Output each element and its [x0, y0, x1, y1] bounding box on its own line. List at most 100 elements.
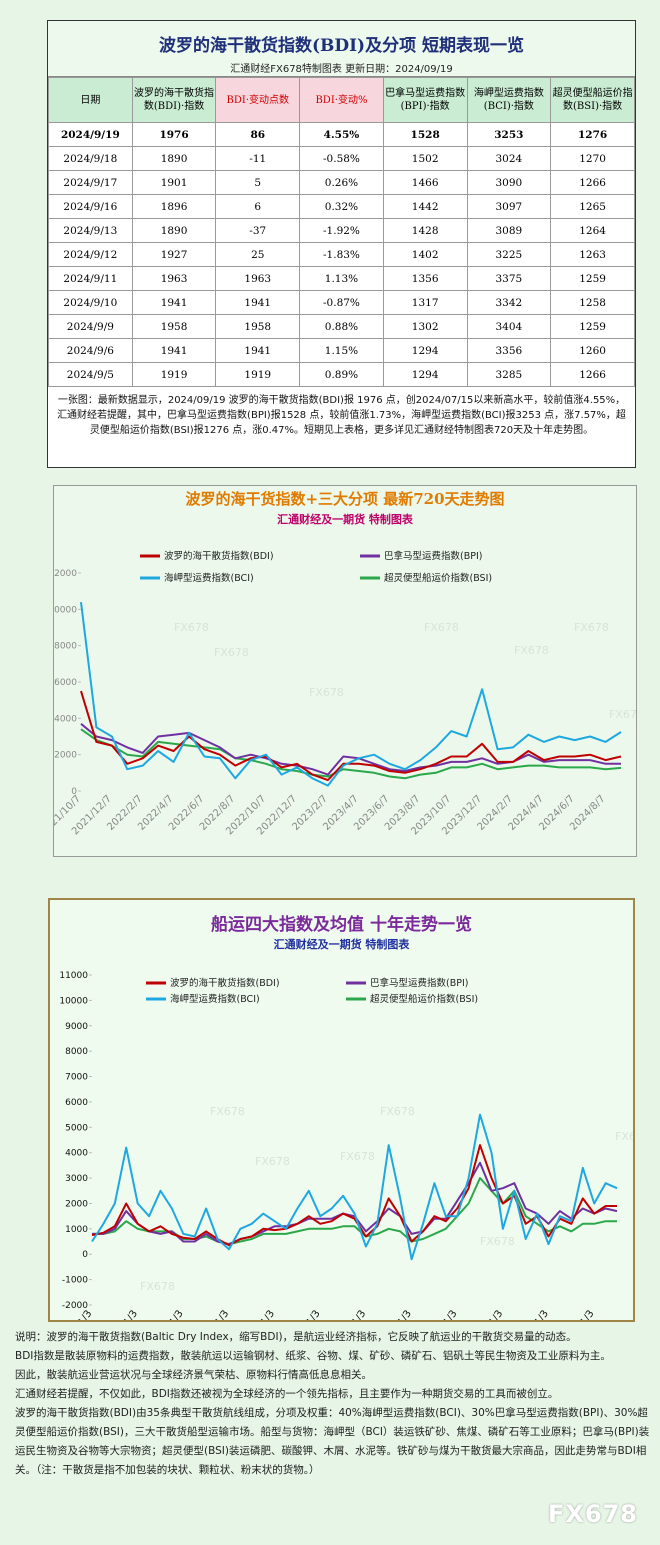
- x-tick-label: 2016/1/3: [197, 1308, 232, 1322]
- table-cell: 5: [215, 170, 301, 195]
- chart-subtitle: 汇通财经及一期货 特制图表: [277, 512, 414, 526]
- table-cell: 1259: [550, 314, 635, 339]
- table-row: 2024/9/6 1941 1941 1.15% 1294 3356 1260: [48, 338, 635, 363]
- table-row: 2024/9/5 1919 1919 0.89% 1294 3285 1266: [48, 362, 635, 387]
- y-tick-label: 8000: [54, 642, 77, 652]
- table-cell: 1976: [131, 122, 217, 147]
- table-cell: 0.89%: [299, 362, 384, 387]
- table-cell: 2024/9/9: [48, 314, 133, 339]
- table-cell: 1428: [382, 218, 468, 243]
- x-tick-label: 2022/1/3: [471, 1308, 506, 1322]
- x-tick-label: 2014/1/3: [105, 1308, 140, 1322]
- table-cell: 4.55%: [299, 122, 384, 147]
- table-cell: 1941: [215, 290, 301, 315]
- legend-label: 海岬型运费指数(BCI): [170, 993, 260, 1005]
- table-cell: 0.32%: [299, 194, 384, 219]
- table-cell: 1302: [382, 314, 468, 339]
- table-cell: 3285: [466, 362, 552, 387]
- watermark: FX678: [174, 621, 209, 634]
- table-cell: 2024/9/17: [48, 170, 133, 195]
- table-cell: 1260: [550, 338, 635, 363]
- series-line: [80, 728, 622, 780]
- note-paragraph: 波罗的海干散货指数(BDI)由35条典型干散货航线组成，分项及权重：40%海岬型…: [15, 1407, 650, 1476]
- table-cell: 1258: [550, 290, 635, 315]
- legend-label: 超灵便型船运价指数(BSI): [370, 993, 478, 1005]
- y-tick-label: 7000: [65, 1073, 88, 1083]
- table-cell: -1.83%: [299, 242, 384, 267]
- watermark: FX678: [574, 621, 609, 634]
- y-tick-label: 0: [71, 787, 77, 797]
- column-header: 巴拿马型运费指数(BPI)·指数: [382, 77, 468, 123]
- chart-720d: FX678 FX678 FX678 FX678 FX678 FX678 FX678 波罗的海干…: [53, 485, 637, 857]
- y-tick-label: 10000: [53, 605, 77, 615]
- table-row: 2024/9/13 1890 -37 -1.92% 1428 3089 1264: [48, 218, 635, 243]
- table-title: 波罗的海干散货指数(BDI)及分项 短期表现一览: [158, 36, 525, 56]
- watermark: FX678: [424, 621, 459, 634]
- y-tick-label: 0: [82, 1250, 88, 1260]
- y-tick-label: 11000: [59, 971, 88, 981]
- table-cell: 3356: [466, 338, 552, 363]
- table-cell: -37: [215, 218, 301, 243]
- legend-label: 海岬型运费指数(BCI): [164, 572, 254, 584]
- legend-label: 波罗的海干散货指数(BDI): [164, 550, 274, 562]
- watermark: FX678: [255, 1155, 290, 1168]
- table-cell: 1265: [550, 194, 635, 219]
- watermark: FX678: [309, 686, 344, 699]
- table-cell: 25: [215, 242, 301, 267]
- y-tick-label: 4000: [65, 1149, 88, 1159]
- table-cell: 1264: [550, 218, 635, 243]
- watermark: FX678: [140, 1280, 175, 1293]
- watermark: FX678: [210, 1105, 245, 1118]
- watermark: FX678: [615, 1130, 635, 1143]
- table-row: 2024/9/12 1927 25 -1.83% 1402 3225 1263: [48, 242, 635, 267]
- x-tick-label: 2020/1/3: [379, 1308, 414, 1322]
- legend-label: 巴拿马型运费指数(BPI): [384, 550, 482, 562]
- table-row: 2024/9/18 1890 -11 -0.58% 1502 3024 1270: [48, 146, 635, 171]
- chart-10y: FX678 FX678 FX678 FX678 FX678 FX678 FX678 船运四大指…: [48, 898, 635, 1322]
- note-paragraph: BDI指数是散装原物料的运费指数，散装航运以运输钢材、纸浆、谷物、煤、矿砂、磷矿…: [15, 1350, 611, 1362]
- table-cell: 1270: [550, 146, 635, 171]
- series-line: [91, 1144, 617, 1247]
- table-row: 2024/9/11 1963 1963 1.13% 1356 3375 1259: [48, 266, 635, 291]
- table-cell: -11: [215, 146, 301, 171]
- table-cell: 2024/9/10: [48, 290, 133, 315]
- table-cell: 2024/9/13: [48, 218, 133, 243]
- chart-title: 船运四大指数及均值 十年走势一览: [211, 914, 472, 935]
- table-cell: 1896: [131, 194, 217, 219]
- table-cell: 1317: [382, 290, 468, 315]
- table-cell: 1941: [131, 338, 217, 363]
- data-table: 日期 波罗的海干散货指数(BDI)·指数 BDI·变动点数 BDI·变动% 巴拿马型运费…: [48, 77, 635, 387]
- watermark: FX678: [214, 646, 249, 659]
- y-tick-label: 4000: [54, 714, 77, 724]
- x-tick-label: 2015/1/3: [151, 1308, 186, 1322]
- table-cell: 1890: [131, 218, 217, 243]
- table-cell: 1528: [382, 122, 468, 147]
- summary-table-box: 波罗的海干散货指数(BDI)及分项 短期表现一览 汇通财经FX678特制图表 更…: [47, 20, 636, 468]
- table-cell: 2024/9/5: [48, 362, 133, 387]
- table-cell: 1958: [215, 314, 301, 339]
- table-cell: 1.15%: [299, 338, 384, 363]
- note-paragraph: 说明：波罗的海干散货指数(Baltic Dry Index，缩写BDI)，是航运…: [15, 1331, 577, 1343]
- table-cell: 1294: [382, 338, 468, 363]
- table-cell: 1901: [131, 170, 217, 195]
- table-cell: 1958: [131, 314, 217, 339]
- table-cell: 1963: [215, 266, 301, 291]
- y-tick-label: 6000: [54, 678, 77, 688]
- table-cell: 1259: [550, 266, 635, 291]
- table-cell: 1263: [550, 242, 635, 267]
- table-cell: 1927: [131, 242, 217, 267]
- y-tick-label: 3000: [65, 1174, 88, 1184]
- table-cell: 1919: [131, 362, 217, 387]
- table-cell: 1941: [131, 290, 217, 315]
- watermark: FX678: [340, 1150, 375, 1163]
- notes: 说明：波罗的海干散货指数(Baltic Dry Index，缩写BDI)，是航运…: [15, 1328, 650, 1480]
- y-tick-label: 8000: [65, 1047, 88, 1057]
- table-cell: 1442: [382, 194, 468, 219]
- series-line: [80, 690, 622, 782]
- table-cell: 2024/9/11: [48, 266, 133, 291]
- y-tick-label: 12000: [53, 569, 77, 579]
- table-cell: 1.13%: [299, 266, 384, 291]
- table-cell: 0.88%: [299, 314, 384, 339]
- table-cell: 3342: [466, 290, 552, 315]
- y-tick-label: 2000: [54, 751, 77, 761]
